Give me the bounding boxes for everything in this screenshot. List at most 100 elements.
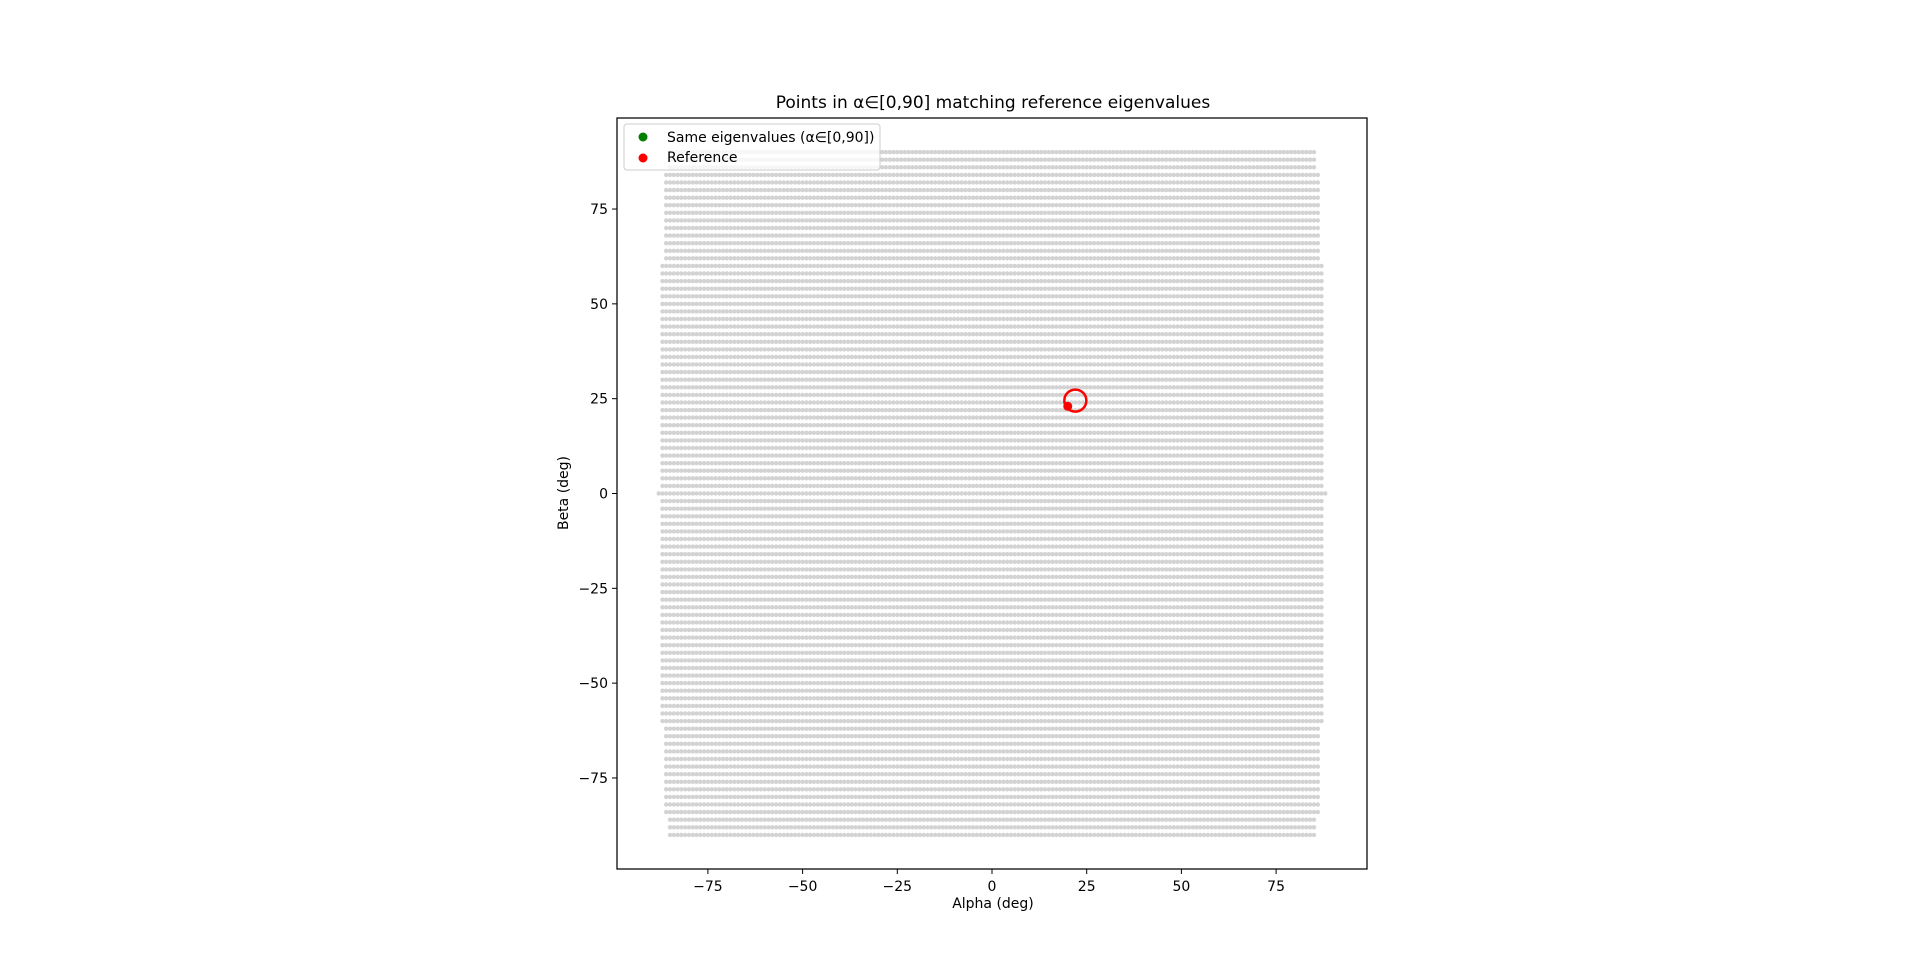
background-point: [1069, 802, 1074, 807]
background-point: [982, 665, 987, 671]
background-point: [1088, 718, 1093, 724]
background-point: [880, 688, 885, 693]
background-point: [709, 794, 714, 800]
background-point: [755, 718, 760, 724]
background-point: [751, 620, 756, 625]
background-point: [751, 726, 756, 731]
background-point: [755, 673, 760, 678]
background-point: [1012, 809, 1017, 815]
background-point: [811, 802, 817, 807]
background-point: [823, 643, 828, 648]
background-point: [1152, 756, 1158, 762]
background-point: [1008, 756, 1014, 762]
background-point: [1141, 772, 1146, 777]
background-point: [1023, 718, 1029, 724]
background-point: [766, 726, 771, 731]
background-point: [1156, 794, 1161, 800]
background-point: [1205, 756, 1211, 762]
background-point: [1183, 696, 1188, 701]
background-point: [906, 825, 911, 830]
background-point: [910, 703, 915, 709]
background-point: [1095, 756, 1101, 762]
background-point: [864, 673, 870, 678]
background-point: [709, 726, 714, 731]
background-point: [1042, 741, 1048, 746]
background-point: [864, 680, 870, 686]
background-point: [1239, 711, 1245, 716]
background-point: [1213, 627, 1218, 633]
background-point: [705, 756, 711, 762]
background-point: [683, 787, 688, 792]
background-point: [914, 749, 919, 754]
background-point: [891, 809, 896, 815]
background-point: [967, 772, 972, 777]
background-point: [1239, 741, 1245, 746]
background-point: [1296, 734, 1302, 739]
background-point: [1262, 711, 1267, 716]
background-point: [1035, 680, 1040, 686]
background-point: [1076, 627, 1082, 633]
background-point: [959, 696, 964, 701]
background-point: [1270, 787, 1275, 792]
background-point: [667, 779, 673, 784]
background-point: [1232, 749, 1237, 754]
background-point: [1243, 650, 1249, 655]
background-point: [720, 627, 726, 633]
background-point: [1190, 673, 1196, 678]
background-point: [1058, 696, 1063, 701]
background-point: [811, 635, 817, 640]
background-point: [853, 802, 858, 807]
background-point: [1251, 635, 1256, 640]
background-point: [872, 787, 877, 792]
background-point: [770, 756, 775, 762]
background-point: [1020, 658, 1025, 663]
background-point: [989, 688, 995, 693]
background-point: [1107, 734, 1112, 739]
background-point: [1239, 832, 1245, 838]
background-point: [679, 627, 684, 633]
background-point: [1118, 718, 1124, 724]
background-point: [849, 703, 854, 709]
background-point: [857, 620, 862, 625]
background-point: [902, 764, 908, 769]
background-point: [720, 741, 726, 746]
background-point: [842, 696, 847, 701]
background-point: [1035, 627, 1040, 633]
background-point: [1217, 680, 1222, 686]
background-point: [1255, 703, 1260, 709]
background-point: [770, 658, 775, 663]
background-point: [1156, 635, 1161, 640]
background-point: [1130, 658, 1135, 663]
background-point: [1046, 726, 1052, 731]
background-point: [925, 688, 930, 693]
background-point: [1080, 794, 1086, 800]
background-point: [826, 832, 832, 838]
background-point: [906, 779, 911, 784]
background-point: [1281, 665, 1286, 671]
background-point: [1008, 658, 1014, 663]
background-point: [1084, 620, 1089, 625]
background-point: [853, 772, 858, 777]
background-point: [857, 734, 862, 739]
background-point: [1099, 809, 1105, 815]
background-point: [1201, 817, 1207, 822]
background-point: [898, 794, 904, 800]
background-point: [986, 802, 991, 807]
background-point: [766, 794, 771, 800]
background-point: [785, 688, 790, 693]
background-point: [853, 643, 858, 648]
background-point: [1137, 802, 1142, 807]
background-point: [815, 794, 820, 800]
background-point: [1133, 665, 1139, 671]
background-point: [724, 673, 729, 678]
background-point: [845, 779, 851, 784]
background-point: [1308, 688, 1313, 693]
background-point: [1061, 787, 1067, 792]
background-point: [1008, 772, 1014, 777]
background-point: [891, 620, 896, 625]
background-point: [701, 680, 707, 686]
background-point: [1035, 772, 1040, 777]
background-point: [1224, 794, 1230, 800]
background-point: [1069, 635, 1074, 640]
background-point: [1152, 787, 1158, 792]
